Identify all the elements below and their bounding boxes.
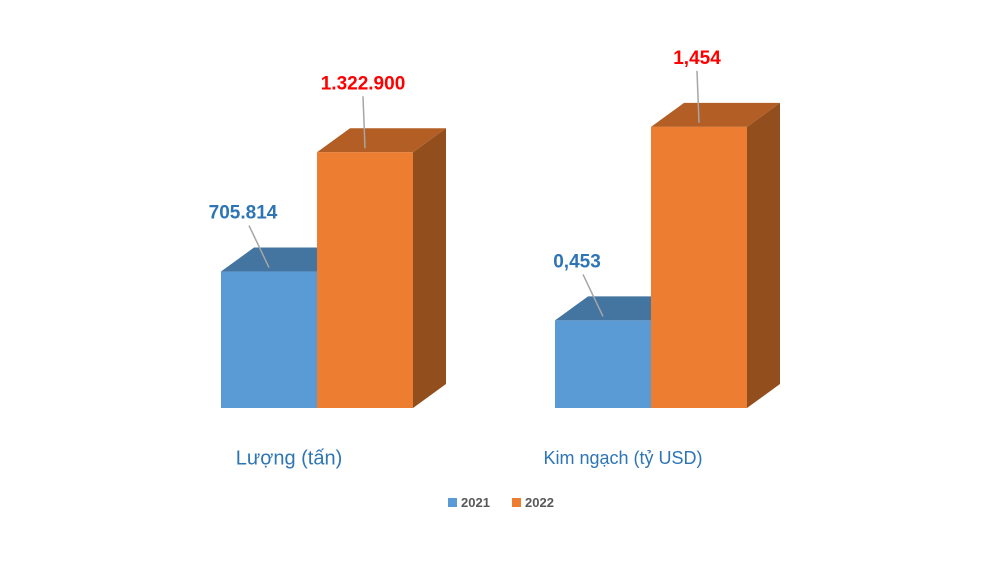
leader-line xyxy=(582,274,604,317)
data-label: 0,453 xyxy=(553,251,601,272)
data-label: 1,454 xyxy=(673,48,721,69)
data-label: 1.322.900 xyxy=(321,73,406,94)
bar-top xyxy=(651,102,780,127)
bar xyxy=(651,126,747,408)
bar-side xyxy=(413,128,446,409)
leader-line xyxy=(248,225,270,268)
bar xyxy=(317,152,413,408)
bar-top xyxy=(317,128,446,153)
category-label: Lượng (tấn) xyxy=(236,447,343,469)
category-label: Kim ngạch (tỷ USD) xyxy=(543,448,702,468)
legend-label: 2022 xyxy=(525,495,554,510)
leader-line xyxy=(362,96,366,149)
data-label: 705.814 xyxy=(209,203,278,224)
legend-swatch xyxy=(512,498,521,507)
bar-side xyxy=(747,102,780,408)
bar xyxy=(221,271,317,408)
legend-label: 2021 xyxy=(461,495,490,510)
leader-line xyxy=(696,70,700,123)
bar xyxy=(555,320,651,408)
legend-swatch xyxy=(448,498,457,507)
